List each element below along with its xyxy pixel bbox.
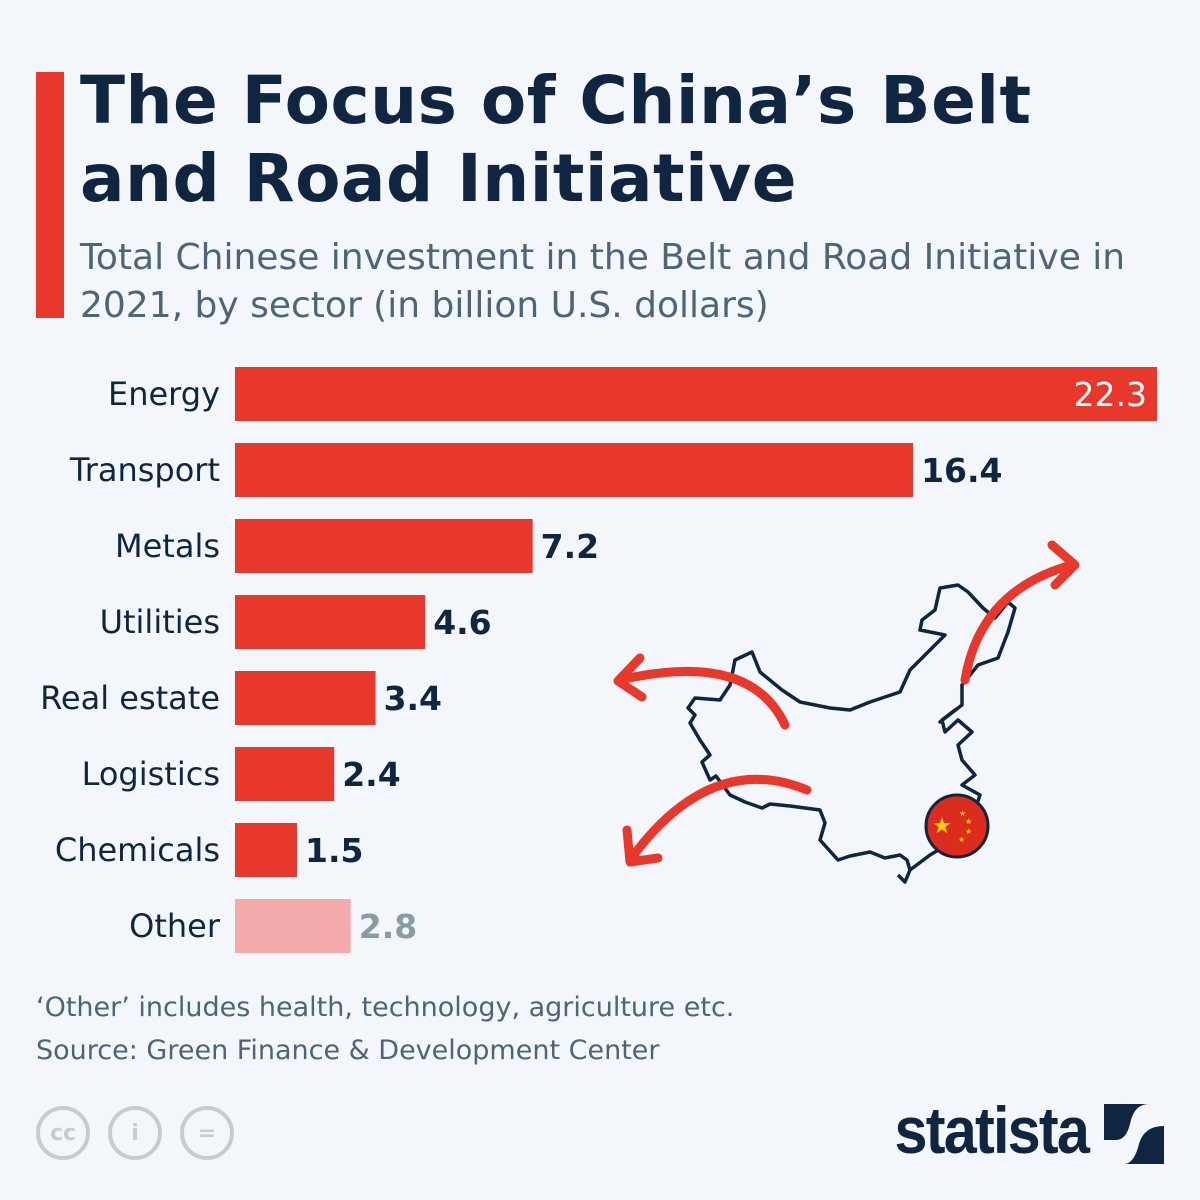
china-flag-icon: ★ ★ ★ ★ ★: [924, 793, 990, 859]
no-derivatives-icon[interactable]: =: [180, 1106, 234, 1160]
data-label: 22.3: [1074, 375, 1147, 414]
source-note[interactable]: Source: Green Finance & Development Cent…: [36, 1035, 660, 1066]
bar-chart: Energy 22.3 Transport 16.4 Metals 7.2 Utilitie…: [40, 367, 1157, 953]
cc-icon[interactable]: cc: [36, 1106, 90, 1160]
data-label: 4.6: [433, 603, 491, 642]
category-label: Logistics: [82, 755, 220, 793]
arrow-west: [613, 653, 790, 730]
category-label: Other: [129, 907, 221, 945]
bar-metals: [235, 519, 533, 573]
svg-text:★: ★: [965, 817, 972, 826]
bar-other: [235, 899, 351, 953]
arrow-southwest: [622, 774, 812, 867]
data-label: 2.8: [359, 907, 417, 946]
page-title: The Focus of China’s Belt and Road Initi…: [80, 62, 1032, 217]
category-label: Transport: [69, 451, 220, 489]
data-label: 7.2: [541, 527, 599, 566]
data-label: 3.4: [384, 679, 442, 718]
footnote: ‘Other’ includes health, technology, agr…: [36, 992, 735, 1023]
svg-text:★: ★: [965, 827, 972, 836]
data-label: 16.4: [921, 451, 1002, 490]
statista-logo-mark: [1104, 1104, 1164, 1164]
statista-logo[interactable]: statista: [894, 1093, 1089, 1167]
category-label: Metals: [115, 527, 220, 565]
subtitle: Total Chinese investment in the Belt and…: [80, 237, 1126, 326]
svg-text:★: ★: [959, 809, 966, 818]
svg-text:★: ★: [958, 835, 965, 844]
bar-logistics: [235, 747, 335, 801]
bar-energy: [235, 367, 1157, 421]
category-label: Real estate: [40, 679, 220, 717]
attribution-icon[interactable]: i: [108, 1106, 162, 1160]
bar-real-estate: [235, 671, 376, 725]
category-label: Chemicals: [55, 831, 220, 869]
bar-utilities: [235, 595, 426, 649]
data-label: 2.4: [342, 755, 400, 794]
svg-text:★: ★: [932, 814, 952, 839]
title-accent-bar: [36, 72, 64, 318]
data-label: 1.5: [305, 831, 363, 870]
category-label: Utilities: [100, 603, 220, 641]
category-label: Energy: [108, 375, 220, 413]
china-outline: [686, 583, 1017, 884]
bar-chemicals: [235, 823, 298, 877]
arrow-northeast: [960, 540, 1080, 685]
china-map-illustration: ★ ★ ★ ★ ★: [613, 540, 1080, 884]
bar-transport: [235, 443, 914, 497]
